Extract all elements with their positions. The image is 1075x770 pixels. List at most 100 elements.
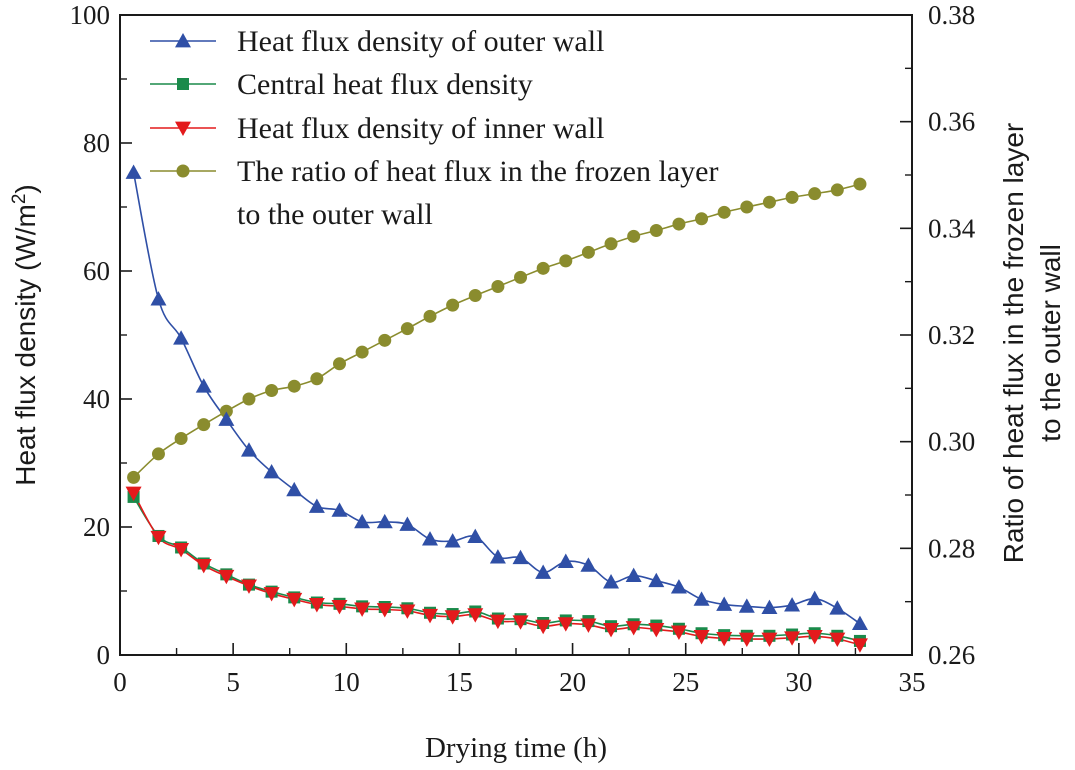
legend-marker-1 <box>177 78 189 90</box>
y2-tick-label: 0.28 <box>928 533 975 563</box>
legend-label-0: Heat flux density of outer wall <box>237 25 604 58</box>
data-point-series-0 <box>535 564 552 579</box>
data-point-series-0 <box>286 481 303 497</box>
data-point-series-0 <box>150 291 167 306</box>
data-point-series-0 <box>829 600 846 615</box>
data-point-series-0 <box>557 553 574 568</box>
data-point-series-3 <box>717 205 731 219</box>
data-point-series-2 <box>308 598 325 613</box>
data-point-series-0 <box>354 513 371 529</box>
data-point-series-2 <box>444 610 461 625</box>
legend-marker-0 <box>175 33 191 48</box>
data-point-series-0 <box>376 513 393 529</box>
data-point-series-2 <box>263 587 280 602</box>
data-point-series-2 <box>580 618 597 633</box>
data-point-series-0 <box>648 572 665 588</box>
data-point-series-0 <box>806 590 823 606</box>
y-tick-label: 0 <box>97 640 111 670</box>
data-point-series-0 <box>173 330 190 345</box>
data-point-series-0 <box>580 557 597 572</box>
data-point-series-0 <box>467 528 484 543</box>
data-point-series-2 <box>240 579 257 594</box>
data-point-series-0 <box>784 597 801 612</box>
x-tick-label: 30 <box>785 667 812 697</box>
data-point-series-3 <box>536 261 550 275</box>
data-point-series-0 <box>603 574 620 589</box>
data-point-series-3 <box>378 333 392 347</box>
data-point-series-3 <box>355 345 369 359</box>
data-point-series-0 <box>761 599 778 615</box>
data-point-series-2 <box>150 530 167 546</box>
legend-marker-3 <box>176 164 190 178</box>
data-point-series-0 <box>738 598 755 613</box>
data-point-series-3 <box>446 298 460 312</box>
data-point-series-0 <box>240 442 257 457</box>
data-point-series-2 <box>354 602 371 617</box>
data-point-series-3 <box>400 322 414 336</box>
data-point-series-2 <box>286 592 303 608</box>
x-tick-label: 0 <box>113 667 127 697</box>
y-tick-label: 80 <box>83 128 110 158</box>
y-tick-label: 60 <box>83 256 110 286</box>
data-point-series-0 <box>422 531 439 546</box>
tick-labels: 0 5 10 15 20 25 30 35 0 20 40 60 80 100 0.26 0.28 0.30 0.… <box>70 0 976 697</box>
data-point-series-3 <box>581 245 595 259</box>
data-point-series-0 <box>308 498 325 513</box>
series-lines <box>132 172 861 646</box>
data-point-series-3 <box>740 200 754 214</box>
data-point-series-0 <box>670 579 687 594</box>
data-point-series-3 <box>559 254 573 268</box>
data-point-series-3 <box>151 447 165 461</box>
data-point-series-0 <box>851 615 868 631</box>
legend-label-3: The ratio of heat flux in the frozen lay… <box>237 155 718 188</box>
data-point-series-2 <box>603 623 620 638</box>
legend-label-3-line2: to the outer wall <box>237 198 433 231</box>
data-point-series-3 <box>649 223 663 237</box>
data-point-series-2 <box>738 632 755 647</box>
legend-marker-2 <box>175 121 191 136</box>
data-point-series-0 <box>444 533 461 548</box>
data-point-series-0 <box>263 463 280 479</box>
x-tick-label: 35 <box>899 667 926 697</box>
data-point-series-3 <box>853 177 867 191</box>
data-point-series-0 <box>512 549 529 565</box>
data-point-series-3 <box>332 357 346 371</box>
data-point-series-2 <box>761 632 778 647</box>
data-point-series-2 <box>195 559 212 574</box>
data-point-series-2 <box>376 603 393 618</box>
data-point-series-3 <box>423 309 437 323</box>
y2-tick-label: 0.30 <box>928 427 975 457</box>
data-point-series-0 <box>218 411 235 426</box>
y-axis-label: Heat flux density (W/m2) <box>9 184 42 486</box>
data-point-series-2 <box>489 614 506 630</box>
y2-tick-label: 0.32 <box>928 320 975 350</box>
x-tick-label: 5 <box>226 667 240 697</box>
data-point-series-3 <box>491 279 505 293</box>
data-point-series-0 <box>399 516 416 531</box>
data-point-series-0 <box>489 549 506 564</box>
data-point-series-2 <box>535 619 552 635</box>
data-point-series-2 <box>512 615 529 630</box>
x-axis-label: Drying time (h) <box>425 732 607 764</box>
data-point-series-2 <box>716 631 733 647</box>
data-point-series-2 <box>399 604 416 619</box>
data-point-series-0 <box>693 591 710 606</box>
data-point-series-3 <box>265 383 279 397</box>
data-point-series-0 <box>625 567 642 583</box>
data-point-series-3 <box>762 195 776 209</box>
y-tick-label: 20 <box>83 512 110 542</box>
data-point-series-0 <box>716 596 733 611</box>
data-point-series-2 <box>331 599 348 615</box>
y-axis-label-main: Heat flux density (W/m <box>10 204 41 486</box>
data-point-series-3 <box>127 470 141 484</box>
y2-tick-label: 0.26 <box>928 640 975 670</box>
data-point-series-2 <box>784 631 801 646</box>
data-point-series-3 <box>174 431 188 445</box>
legend-label-2: Heat flux density of inner wall <box>237 112 604 145</box>
data-point-series-3 <box>695 212 709 226</box>
data-point-series-2 <box>557 617 574 632</box>
data-point-series-3 <box>785 190 799 204</box>
data-point-series-2 <box>467 608 484 623</box>
data-point-series-2 <box>625 621 642 636</box>
